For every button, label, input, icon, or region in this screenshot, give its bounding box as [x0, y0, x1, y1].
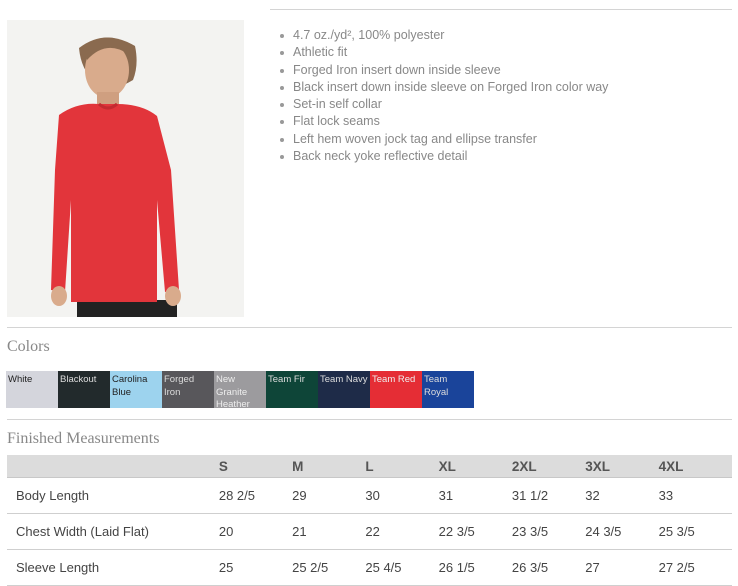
- color-swatch[interactable]: Carolina Blue: [110, 371, 162, 408]
- color-swatch[interactable]: Team Red: [370, 371, 422, 408]
- measurement-cell: 24 3/5: [585, 513, 659, 550]
- measurement-cell: 25: [218, 549, 293, 586]
- feature-item: Black insert down inside sleeve on Forge…: [279, 79, 608, 96]
- measurement-cell: 22: [365, 513, 439, 550]
- feature-item: Left hem woven jock tag and ellipse tran…: [279, 131, 608, 148]
- measurement-cell: 21: [292, 513, 366, 550]
- color-swatch[interactable]: Forged Iron: [162, 371, 214, 408]
- measurement-cell: 23 3/5: [511, 513, 586, 550]
- color-swatch[interactable]: Team Royal: [422, 371, 474, 408]
- row-label: Sleeve Length: [7, 549, 219, 586]
- measurement-cell: 26 1/5: [438, 549, 512, 586]
- measurement-cell: 22 3/5: [438, 513, 512, 550]
- measurement-cell: 28 2/5: [218, 477, 293, 514]
- feature-list: 4.7 oz./yd², 100% polyester Athletic fit…: [278, 27, 608, 165]
- product-photo: [7, 20, 244, 317]
- table-row: Body Length 28 2/5 29 30 31 31 1/2 32 33: [7, 477, 732, 514]
- table-row: Chest Width (Laid Flat) 20 21 22 22 3/5 23 3/…: [7, 513, 732, 550]
- row-label: Body Length: [7, 477, 219, 514]
- table-row: Sleeve Length 25 25 2/5 25 4/5 26 1/5 26 3/5 2…: [7, 549, 732, 586]
- measurement-cell: 29: [292, 477, 366, 514]
- feature-item: Back neck yoke reflective detail: [279, 148, 608, 165]
- measurement-cell: 25 2/5: [292, 549, 366, 586]
- color-swatch[interactable]: Team Fir: [266, 371, 318, 408]
- feature-item: Set-in self collar: [279, 96, 608, 113]
- measurement-cell: 27 2/5: [658, 549, 732, 586]
- measurement-cell: 31 1/2: [511, 477, 586, 514]
- header-cell: S: [218, 455, 293, 478]
- top-divider: [270, 9, 732, 10]
- color-swatches: White Blackout Carolina Blue Forged Iron New…: [6, 371, 474, 408]
- measurement-cell: 26 3/5: [511, 549, 586, 586]
- measurements-title: Finished Measurements: [7, 430, 160, 447]
- model-red-shirt-image: [51, 37, 181, 317]
- measurement-cell: 25 4/5: [365, 549, 439, 586]
- header-cell: L: [365, 455, 439, 478]
- header-cell: 3XL: [585, 455, 659, 478]
- color-swatch[interactable]: White: [6, 371, 58, 408]
- header-cell: [7, 455, 219, 478]
- header-cell: 2XL: [511, 455, 586, 478]
- row-label: Chest Width (Laid Flat): [7, 513, 219, 550]
- measurement-cell: 33: [658, 477, 732, 514]
- measurement-cell: 20: [218, 513, 293, 550]
- feature-item: Athletic fit: [279, 44, 608, 61]
- feature-item: 4.7 oz./yd², 100% polyester: [279, 27, 608, 44]
- divider: [7, 327, 732, 328]
- header-cell: 4XL: [658, 455, 732, 478]
- measurement-cell: 30: [365, 477, 439, 514]
- header-cell: XL: [438, 455, 512, 478]
- colors-title: Colors: [7, 338, 50, 355]
- feature-item: Forged Iron insert down inside sleeve: [279, 62, 608, 79]
- table-header-row: S M L XL 2XL 3XL 4XL: [7, 455, 732, 478]
- color-swatch[interactable]: Team Navy: [318, 371, 370, 408]
- color-swatch[interactable]: New Granite Heather: [214, 371, 266, 408]
- divider: [7, 419, 732, 420]
- measurements-table: S M L XL 2XL 3XL 4XL Body Length 28 2/5 29…: [7, 455, 732, 586]
- measurement-cell: 27: [585, 549, 659, 586]
- measurement-cell: 25 3/5: [658, 513, 732, 550]
- color-swatch[interactable]: Blackout: [58, 371, 110, 408]
- header-cell: M: [292, 455, 366, 478]
- measurement-cell: 31: [438, 477, 512, 514]
- feature-item: Flat lock seams: [279, 113, 608, 130]
- measurement-cell: 32: [585, 477, 659, 514]
